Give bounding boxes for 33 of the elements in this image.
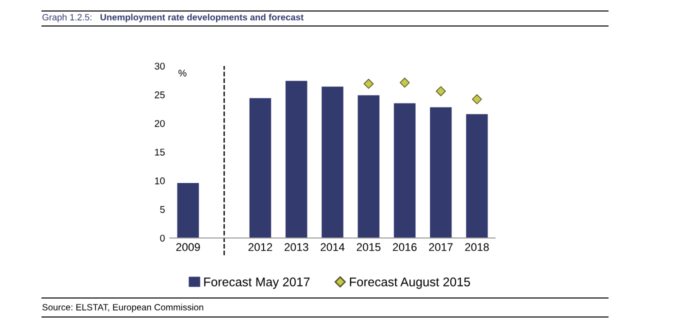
x-tick-label: 2009 xyxy=(176,243,200,252)
annotation: % xyxy=(178,70,186,77)
point xyxy=(472,94,482,104)
bar xyxy=(358,95,380,238)
x-tick-label: 2015 xyxy=(356,243,381,252)
y-tick-label: 0 xyxy=(160,234,165,242)
x-tick-label: 2012 xyxy=(248,243,272,252)
point xyxy=(436,86,446,96)
bar xyxy=(249,98,272,238)
caption: Graph 1.2.5: xyxy=(42,14,92,22)
x-tick-label: 2013 xyxy=(284,243,308,252)
point xyxy=(364,78,374,89)
bar xyxy=(430,107,452,238)
y-tick-label: 5 xyxy=(160,206,165,213)
chart-title: Unemployment rate developments and forecast xyxy=(100,14,304,22)
point xyxy=(400,78,410,88)
y-tick-label: 30 xyxy=(154,62,165,70)
y-tick-label: 15 xyxy=(155,148,165,156)
legend-label: Forecast August 2015 xyxy=(350,278,470,289)
legend-label: Forecast May 2017 xyxy=(204,278,310,289)
y-tick-label: 25 xyxy=(154,91,165,98)
x-tick-label: 2017 xyxy=(429,243,453,252)
x-tick-label: 2016 xyxy=(392,243,417,252)
bar xyxy=(177,182,199,238)
y-tick-label: 10 xyxy=(155,177,165,184)
bar xyxy=(322,86,344,238)
x-tick-label: 2014 xyxy=(320,243,345,252)
bar xyxy=(466,114,488,238)
source-note: Source: ELSTAT, European Commission xyxy=(42,304,204,312)
y-tick-label: 20 xyxy=(154,120,165,127)
x-tick-label: 2018 xyxy=(465,243,489,252)
bar xyxy=(394,103,416,238)
bar xyxy=(286,80,308,238)
